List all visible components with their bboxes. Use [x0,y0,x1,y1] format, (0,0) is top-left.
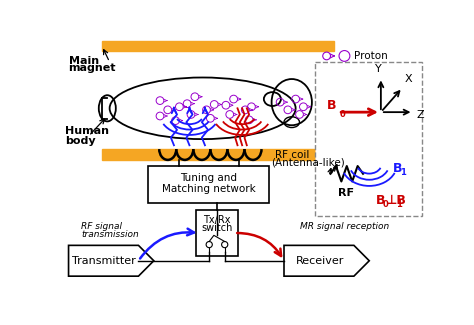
Text: (Antenna-like): (Antenna-like) [272,158,346,168]
Text: ⊥B: ⊥B [386,194,407,207]
Text: B: B [327,99,336,112]
Text: magnet: magnet [69,63,116,73]
Text: RF signal: RF signal [81,222,122,231]
Text: 0: 0 [383,200,388,209]
Text: Matching network: Matching network [162,184,255,194]
Text: RF coil: RF coil [275,150,309,160]
Text: B: B [392,162,402,175]
Bar [196,210,238,256]
Text: Main: Main [69,56,99,66]
Text: Tuning and: Tuning and [180,173,237,183]
Text: Transmitter: Transmitter [73,256,136,266]
Text: Tx/Rx: Tx/Rx [203,215,231,225]
Text: X: X [405,74,412,84]
Text: 1: 1 [396,200,401,209]
Bar [102,41,334,51]
Text: Y: Y [375,64,382,74]
Polygon shape [69,245,154,276]
Text: 0: 0 [340,110,346,119]
Text: B: B [375,194,385,207]
Text: Receiver: Receiver [296,256,344,266]
Bar [315,62,422,216]
Text: RF: RF [338,188,354,198]
Text: Proton: Proton [354,51,388,61]
Text: Z: Z [417,110,424,120]
Text: 1: 1 [400,168,406,177]
Bar [102,149,334,160]
Text: MR signal reception: MR signal reception [300,222,389,231]
Text: body: body [65,136,96,146]
Text: switch: switch [201,223,233,233]
Bar [148,166,268,203]
Text: transmission: transmission [81,230,139,239]
Text: Human: Human [65,126,109,136]
Polygon shape [284,245,369,276]
